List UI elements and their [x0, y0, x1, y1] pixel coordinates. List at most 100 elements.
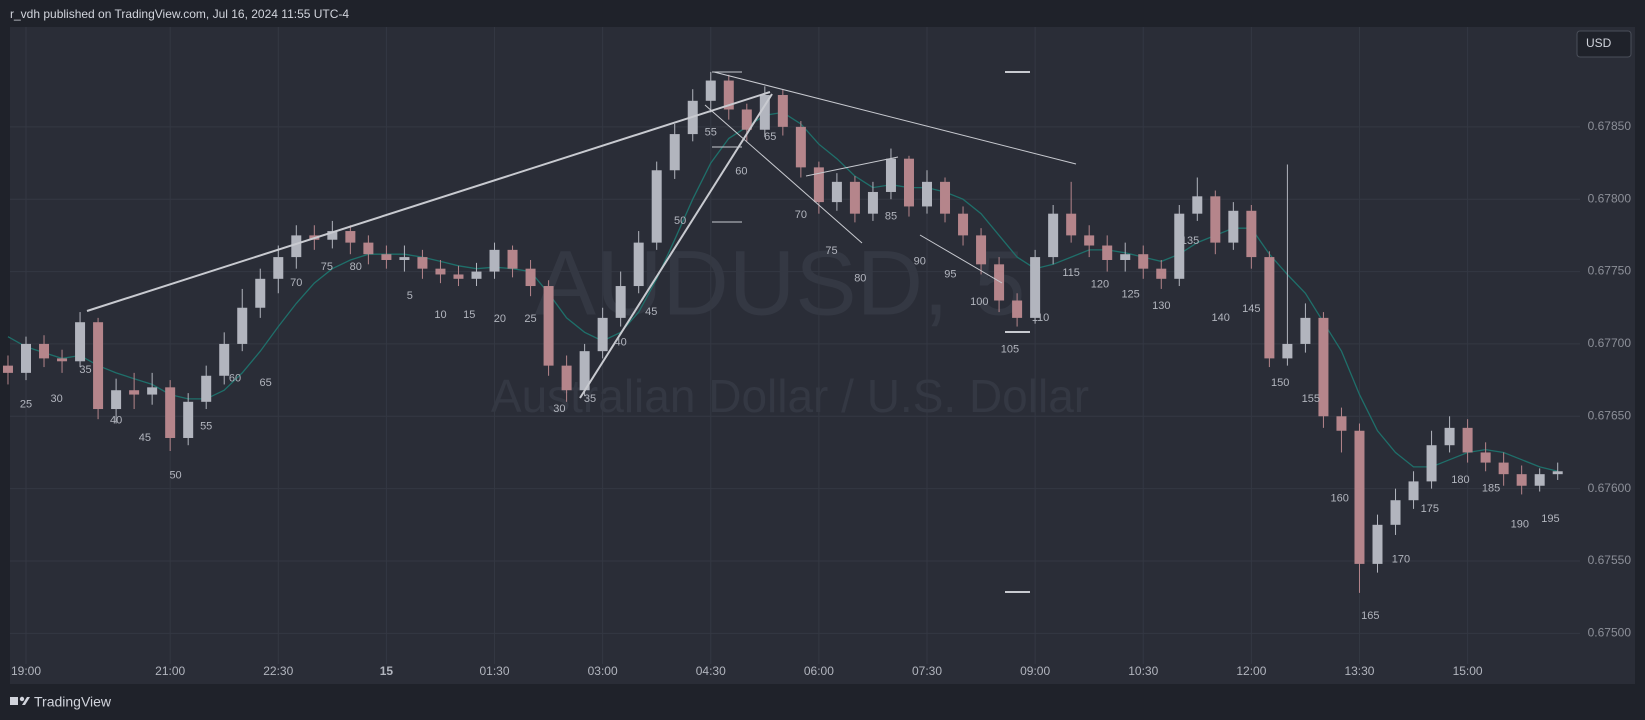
count-label: 65	[260, 377, 272, 389]
candle-body	[1480, 452, 1491, 463]
currency-button[interactable]	[1576, 30, 1632, 58]
candle-body	[1102, 245, 1113, 260]
count-label: 10	[434, 309, 446, 321]
chart-pane	[10, 27, 1635, 684]
candle-body	[849, 181, 860, 214]
candle-body	[1498, 462, 1509, 475]
candle-body	[1228, 210, 1239, 243]
y-tick-label: 0.67600	[1588, 481, 1632, 495]
candle-body	[129, 390, 140, 395]
candle-body	[831, 181, 842, 203]
candle-body	[723, 80, 734, 110]
candle-body	[561, 365, 572, 391]
candle-body	[1282, 343, 1293, 359]
count-label: 55	[705, 127, 717, 139]
count-label: 140	[1212, 312, 1230, 324]
x-tick-label: 09:00	[1020, 664, 1050, 678]
candle-body	[940, 181, 951, 214]
count-label: 40	[110, 415, 122, 427]
candle-body	[381, 254, 392, 260]
candle-body	[615, 286, 626, 318]
candle-body	[75, 322, 86, 362]
x-tick-label: 03:00	[588, 664, 618, 678]
candle-body	[1120, 254, 1131, 260]
count-label: 30	[553, 403, 565, 415]
x-tick-label: 21:00	[155, 664, 185, 678]
count-label: 55	[200, 420, 212, 432]
candle-body	[1390, 500, 1401, 525]
count-label: 165	[1361, 610, 1379, 622]
candle-body	[1246, 210, 1257, 258]
count-label: 20	[494, 313, 506, 325]
candle-body	[741, 109, 752, 130]
trendline	[919, 234, 1003, 284]
x-tick-label: 07:30	[912, 664, 942, 678]
candle-body	[165, 387, 176, 438]
candle-body	[651, 170, 662, 243]
candle-body	[273, 257, 284, 279]
y-tick-label: 0.67700	[1588, 336, 1632, 350]
candle-body	[435, 268, 446, 275]
candle-body	[21, 343, 31, 373]
candle-body	[597, 317, 608, 352]
count-label: 195	[1541, 513, 1559, 525]
count-label: 160	[1330, 493, 1348, 505]
count-label: 35	[79, 364, 91, 376]
candle-body	[147, 387, 158, 395]
watermark-name: Australian Dollar / U.S. Dollar	[491, 370, 1089, 422]
count-label: 50	[169, 470, 181, 482]
candle-body	[1354, 430, 1365, 564]
candle-body	[471, 271, 482, 279]
x-tick-label: 01:30	[480, 664, 510, 678]
candle-body	[255, 278, 266, 308]
candle-body	[867, 191, 878, 214]
count-label: 40	[615, 336, 627, 348]
count-label: 45	[139, 432, 151, 444]
candle-body	[1264, 257, 1275, 359]
count-label: 60	[229, 373, 241, 385]
candle-body	[201, 375, 212, 402]
candle-body	[2, 365, 13, 373]
candle-body	[1048, 213, 1059, 258]
candle-body	[1138, 254, 1149, 269]
count-label: 110	[1032, 312, 1050, 324]
plot	[2, 71, 1563, 593]
count-label: 65	[764, 131, 776, 143]
count-label: 25	[524, 313, 536, 325]
count-label: 90	[914, 255, 926, 267]
candle-body	[111, 390, 122, 410]
candle-body	[994, 264, 1005, 301]
candle-body	[1318, 317, 1329, 417]
count-label: 35	[584, 393, 596, 405]
candle-body	[922, 181, 932, 207]
x-tick-label: 19:00	[11, 664, 41, 678]
candle-body	[237, 307, 248, 344]
trendline	[579, 93, 773, 399]
y-tick-label: 0.67850	[1588, 119, 1632, 133]
count-label: 150	[1271, 377, 1289, 389]
y-tick-label: 0.67750	[1588, 264, 1632, 278]
count-label: 175	[1421, 503, 1439, 515]
count-label: 25	[20, 399, 32, 411]
x-tick-label: 12:00	[1236, 664, 1266, 678]
count-label: 15	[463, 309, 475, 321]
candle-body	[39, 343, 50, 359]
watermark-symbol: AUDUSD, 5	[535, 232, 1026, 334]
candle-body	[1444, 427, 1455, 446]
header: r_vdh published on TradingView.com, Jul …	[10, 7, 349, 21]
candle-body	[345, 231, 356, 243]
count-label: 85	[885, 210, 897, 222]
count-label: 125	[1121, 289, 1139, 301]
candle-body	[976, 235, 987, 265]
candle-body	[543, 286, 554, 366]
candle-body	[1552, 471, 1563, 475]
candle-body	[507, 249, 518, 269]
logo-part	[19, 696, 25, 702]
candle-body	[795, 126, 806, 168]
count-label: 180	[1451, 474, 1469, 486]
candle-body	[1516, 474, 1527, 486]
candle-body	[1066, 213, 1077, 236]
currency-label[interactable]: USD	[1586, 36, 1612, 50]
count-label: 50	[674, 215, 686, 227]
